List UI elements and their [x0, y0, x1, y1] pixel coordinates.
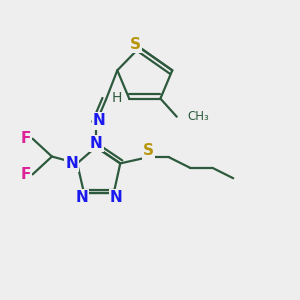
- Text: CH₃: CH₃: [187, 110, 209, 123]
- Text: N: N: [90, 136, 103, 151]
- Text: N: N: [65, 156, 78, 171]
- Text: F: F: [21, 167, 31, 182]
- Text: S: S: [130, 37, 141, 52]
- Text: H: H: [112, 91, 122, 105]
- Text: N: N: [110, 190, 122, 205]
- Text: F: F: [21, 131, 31, 146]
- Text: N: N: [93, 113, 106, 128]
- Text: N: N: [75, 190, 88, 205]
- Text: S: S: [143, 143, 154, 158]
